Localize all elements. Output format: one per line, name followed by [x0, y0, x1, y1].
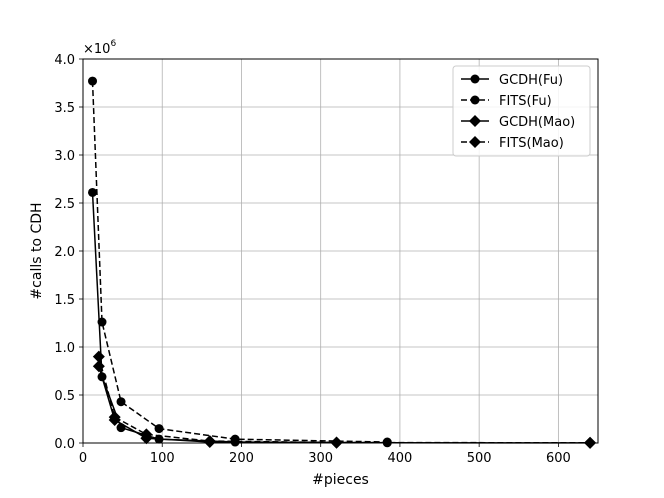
- y-tick-label: 0.0: [54, 437, 75, 452]
- y-axis-multiplier: ×106: [83, 39, 116, 57]
- series-line: [98, 356, 591, 444]
- series-line: [98, 365, 591, 444]
- y-tick-label: 1.0: [54, 341, 75, 356]
- y-tick-label: 1.5: [54, 293, 75, 308]
- x-tick-label: 100: [150, 451, 175, 466]
- y-axis: 0.0 0.5 1.0 1.5 2.0 2.5 3.0 3.5 4.0: [54, 53, 83, 452]
- legend-entry: FITS(Fu): [461, 94, 552, 109]
- series-line: [91, 192, 388, 444]
- data-point: [88, 76, 98, 86]
- data-point: [108, 411, 121, 424]
- legend-marker: [470, 74, 480, 84]
- y-tick-label: 4.0: [54, 53, 75, 68]
- legend: GCDH(Fu) FITS(Fu) GCDH(Mao) FITS(Mao): [452, 65, 591, 157]
- data-point: [88, 187, 98, 197]
- x-axis-label: #pieces: [312, 472, 369, 488]
- legend-marker: [469, 115, 481, 127]
- x-tick-label: 500: [467, 451, 492, 466]
- y-tick-label: 0.5: [54, 389, 75, 404]
- series-gcdh-mao: [92, 360, 597, 449]
- legend-label: FITS(Fu): [499, 94, 552, 109]
- data-point: [116, 397, 126, 407]
- data-point: [154, 424, 164, 434]
- legend-entry: FITS(Mao): [461, 136, 564, 151]
- legend-label: GCDH(Fu): [499, 73, 563, 88]
- y-tick-label: 3.5: [54, 101, 75, 116]
- data-point: [140, 428, 153, 441]
- legend-marker: [469, 136, 481, 148]
- data-point: [92, 350, 105, 363]
- x-axis: 0 100 200 300 400 500 600: [79, 443, 571, 466]
- x-tick-label: 400: [388, 451, 413, 466]
- legend-label: GCDH(Mao): [499, 115, 575, 130]
- x-tick-label: 300: [308, 451, 333, 466]
- y-tick-label: 2.0: [54, 245, 75, 260]
- y-tick-label: 2.5: [54, 197, 75, 212]
- data-point: [97, 317, 107, 327]
- data-point: [203, 435, 216, 448]
- y-multiplier-exponent: 6: [110, 39, 116, 49]
- legend-entry: GCDH(Mao): [461, 115, 575, 130]
- y-multiplier-base: ×10: [83, 42, 110, 57]
- legend-box: [452, 65, 591, 157]
- y-axis-label: #calls to CDH: [29, 202, 45, 299]
- series-fits-mao: [92, 350, 597, 449]
- x-tick-label: 200: [229, 451, 254, 466]
- data-point: [116, 423, 126, 433]
- x-tick-label: 0: [79, 451, 87, 466]
- legend-marker: [470, 95, 480, 105]
- legend-label: FITS(Mao): [499, 136, 564, 151]
- legend-entry: GCDH(Fu): [461, 73, 563, 88]
- y-tick-label: 3.0: [54, 149, 75, 164]
- series-line: [91, 81, 388, 443]
- series-fits-fu: [88, 76, 392, 447]
- x-tick-label: 600: [546, 451, 571, 466]
- series-gcdh-fu: [88, 187, 392, 448]
